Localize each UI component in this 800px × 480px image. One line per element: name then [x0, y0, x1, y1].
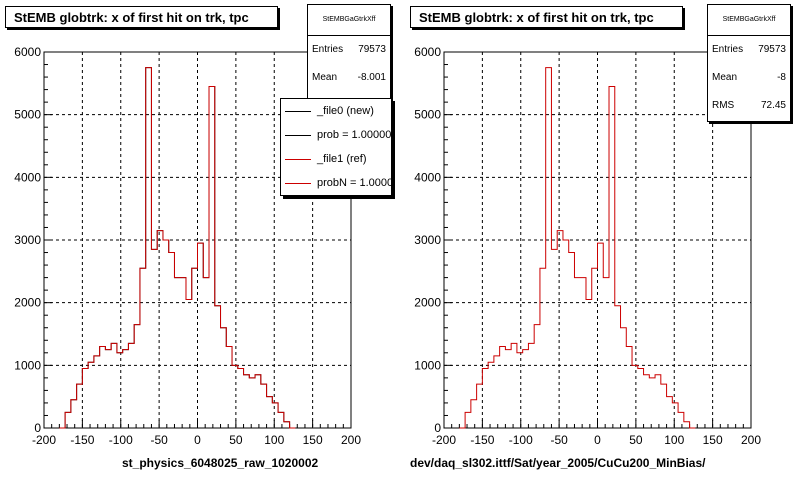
x-tick-label: 50 — [629, 433, 643, 447]
y-tick-label: 5000 — [14, 108, 41, 122]
histogram-panel-right: -200 -150 -100 -50 0 50 100 150 200 0 1000 2000 3000… — [400, 0, 800, 480]
x-tick-label: -150 — [470, 433, 494, 447]
y-tick-label: 0 — [434, 421, 441, 435]
x-tick-label: 50 — [229, 433, 243, 447]
legend-entry: _file0 (new) — [281, 99, 391, 123]
x-tick-label: 0 — [194, 433, 201, 447]
y-tick-label: 6000 — [14, 45, 41, 59]
stats-mean-label-right: Mean — [712, 72, 738, 83]
stats-mean-row-right: Mean -8 — [708, 64, 790, 92]
stats-mean-label-left: Mean — [312, 72, 338, 83]
x-tick-label: 100 — [664, 433, 684, 447]
y-tick-label: 6000 — [414, 45, 441, 59]
legend-box: _file0 (new) prob = 1.000000 _file1 (ref… — [280, 98, 392, 196]
x-tick-label: -200 — [432, 433, 456, 447]
x-axis-title-right: dev/daq_sl302.ittf/Sat/year_2005/CuCu200… — [410, 456, 706, 470]
x-tick-label: 100 — [264, 433, 284, 447]
x-axis-title-left: st_physics_6048025_raw_1020002 — [122, 456, 319, 470]
x-tick-label: 150 — [703, 433, 723, 447]
x-tick-label: -50 — [550, 433, 568, 447]
legend-swatch — [285, 158, 311, 160]
x-tick-label: 0 — [594, 433, 601, 447]
x-tick-label: -100 — [109, 433, 133, 447]
legend-swatch — [285, 134, 311, 136]
histogram-series-line — [459, 67, 696, 429]
y-tick-label: 3000 — [14, 233, 41, 247]
x-tick-label: -150 — [70, 433, 94, 447]
legend-entry: prob = 1.000000 — [281, 123, 391, 147]
x-tick-label: 150 — [303, 433, 323, 447]
x-tick-label: 200 — [341, 433, 361, 447]
x-tick-label: -50 — [150, 433, 168, 447]
y-tick-label: 4000 — [14, 170, 41, 184]
legend-swatch — [285, 110, 311, 112]
stats-name-right: StEMBGaGtrkXff — [708, 5, 790, 36]
chart-title-right: StEMB globtrk: x of first hit on trk, tp… — [410, 6, 683, 28]
y-tick-label: 2000 — [414, 296, 441, 310]
x-tick-label: -200 — [32, 433, 56, 447]
stats-entries-label-right: Entries — [712, 44, 744, 55]
legend-entry: _file1 (ref) — [281, 147, 391, 171]
legend-label: _file1 (ref) — [317, 153, 367, 165]
legend-label: probN = 1.000000 — [317, 177, 392, 189]
stats-entries-value-left: 79573 — [358, 44, 386, 55]
stats-name-left: StEMBGaGtrkXff — [308, 5, 390, 36]
histogram-right-svg: -200 -150 -100 -50 0 50 100 150 2000100020003000… — [414, 45, 761, 447]
y-tick-label: 0 — [34, 421, 41, 435]
stats-entries-row-left: Entries 79573 — [308, 36, 390, 64]
stats-entries-row-right: Entries 79573 — [708, 36, 790, 64]
y-tick-label: 1000 — [414, 358, 441, 372]
stats-mean-value-right: -8 — [777, 72, 786, 83]
y-tick-label: 2000 — [14, 296, 41, 310]
x-tick-label: 200 — [741, 433, 761, 447]
stats-mean-row-left: Mean -8.001 — [308, 64, 390, 92]
stats-mean-value-left: -8.001 — [357, 72, 386, 83]
stats-rms-label-right: RMS — [712, 100, 735, 111]
stats-entries-label-left: Entries — [312, 44, 344, 55]
legend-entry: probN = 1.000000 — [281, 171, 391, 195]
histogram-series-line — [59, 67, 296, 429]
y-tick-label: 1000 — [14, 358, 41, 372]
stats-rms-value-right: 72.45 — [760, 100, 786, 111]
y-tick-label: 3000 — [414, 233, 441, 247]
legend-label: _file0 (new) — [317, 105, 374, 117]
stats-entries-value-right: 79573 — [758, 44, 786, 55]
stats-rms-row-right: RMS 72.45 — [708, 92, 790, 120]
histogram-panel-left: -200 -150 -100 -50 0 50 100 150 200 0 1000 2000 3000… — [5, 4, 392, 470]
x-tick-label: -100 — [509, 433, 533, 447]
stats-box-right: StEMBGaGtrkXff Entries 79573 Mean -8 RMS… — [707, 4, 791, 122]
legend-label: prob = 1.000000 — [317, 129, 392, 141]
chart-title-left: StEMB globtrk: x of first hit on trk, tp… — [5, 6, 278, 28]
y-tick-label: 4000 — [414, 170, 441, 184]
legend-swatch — [285, 182, 311, 184]
y-tick-label: 5000 — [414, 108, 441, 122]
